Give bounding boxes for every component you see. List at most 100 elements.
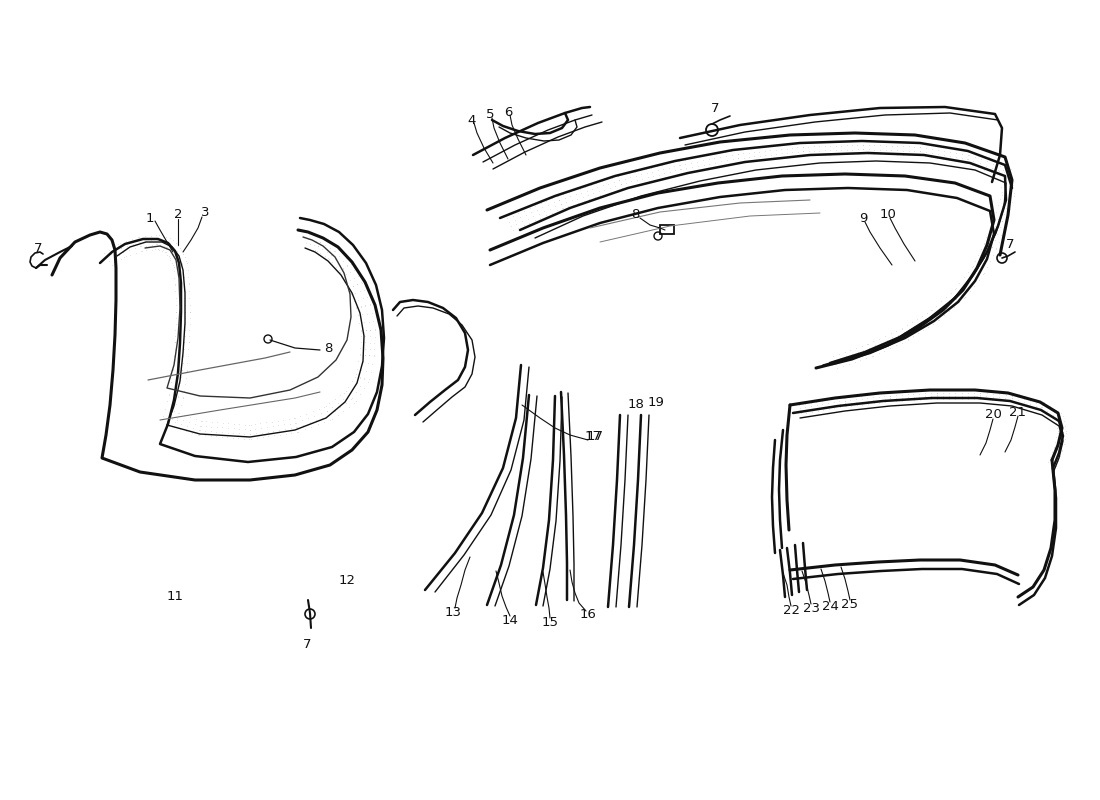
Point xyxy=(684,165,702,178)
Point xyxy=(334,262,352,275)
Point xyxy=(263,415,280,428)
Point xyxy=(167,318,185,330)
Point xyxy=(180,330,198,342)
Point xyxy=(142,230,160,242)
Point xyxy=(767,139,784,152)
Point xyxy=(838,143,856,156)
Point xyxy=(340,400,358,413)
Point xyxy=(820,397,837,410)
Point xyxy=(923,314,940,326)
Point xyxy=(855,142,872,155)
Point xyxy=(830,398,848,410)
Point xyxy=(208,421,226,434)
Point xyxy=(154,230,172,242)
Point xyxy=(560,186,578,198)
Point xyxy=(905,149,923,162)
Text: 3: 3 xyxy=(200,206,209,219)
Point xyxy=(1023,392,1041,405)
Point xyxy=(965,155,982,168)
Point xyxy=(230,432,248,445)
Point xyxy=(165,405,183,418)
Point xyxy=(845,352,862,365)
Point xyxy=(169,265,187,278)
Point xyxy=(96,246,113,259)
Point xyxy=(320,397,338,410)
Point xyxy=(194,415,211,428)
Point xyxy=(361,349,378,362)
Point xyxy=(161,388,178,401)
Point xyxy=(932,295,949,308)
Point xyxy=(676,158,694,170)
Point xyxy=(947,383,965,396)
Point xyxy=(180,415,198,428)
Point xyxy=(917,142,935,154)
Point xyxy=(928,386,946,399)
Point xyxy=(987,242,1004,255)
Point xyxy=(156,246,174,258)
Point xyxy=(876,344,893,357)
Point xyxy=(283,426,300,439)
Point xyxy=(317,400,334,413)
Point xyxy=(131,235,149,248)
Point xyxy=(970,257,988,270)
Point xyxy=(346,370,364,383)
Point xyxy=(997,389,1014,402)
Point xyxy=(933,306,950,318)
Point xyxy=(174,247,191,260)
Point xyxy=(818,394,836,406)
Point xyxy=(789,141,806,154)
Point xyxy=(949,285,967,298)
Point xyxy=(176,324,194,337)
Point xyxy=(772,142,790,155)
Point xyxy=(280,413,298,426)
Point xyxy=(795,149,813,162)
Point xyxy=(169,239,187,252)
Point xyxy=(705,152,723,165)
Point xyxy=(701,158,718,170)
Point xyxy=(316,415,333,428)
Point xyxy=(937,302,955,314)
Point xyxy=(176,298,194,311)
Point xyxy=(236,418,254,431)
Point xyxy=(302,234,320,246)
Point xyxy=(359,375,376,388)
Point xyxy=(161,232,178,245)
Point xyxy=(927,299,945,312)
Point xyxy=(881,342,899,354)
Point xyxy=(773,147,791,160)
Point xyxy=(1047,459,1065,472)
Point xyxy=(718,154,736,166)
Point xyxy=(893,394,911,407)
Point xyxy=(161,414,178,426)
Point xyxy=(990,235,1008,248)
Point xyxy=(146,242,164,255)
Point xyxy=(162,253,179,266)
Point xyxy=(923,393,940,406)
Point xyxy=(893,322,911,334)
Point xyxy=(365,336,383,349)
Point xyxy=(855,138,872,151)
Point xyxy=(964,259,981,272)
Point xyxy=(169,363,187,376)
Point xyxy=(514,214,531,227)
Point xyxy=(318,405,336,418)
Point xyxy=(877,135,894,148)
Point xyxy=(331,265,349,278)
Point xyxy=(219,430,236,443)
Point xyxy=(1040,456,1057,469)
Point xyxy=(352,336,370,349)
Point xyxy=(940,386,958,399)
Point xyxy=(1002,395,1020,408)
Point xyxy=(164,405,182,418)
Point xyxy=(735,147,752,160)
Point xyxy=(991,192,1009,205)
Point xyxy=(997,180,1014,193)
Point xyxy=(928,383,946,396)
Point xyxy=(988,227,1005,240)
Point xyxy=(552,198,570,210)
Point xyxy=(361,298,378,311)
Point xyxy=(343,374,361,387)
Point xyxy=(154,243,172,256)
Point xyxy=(854,134,871,147)
Text: 7: 7 xyxy=(711,102,719,114)
